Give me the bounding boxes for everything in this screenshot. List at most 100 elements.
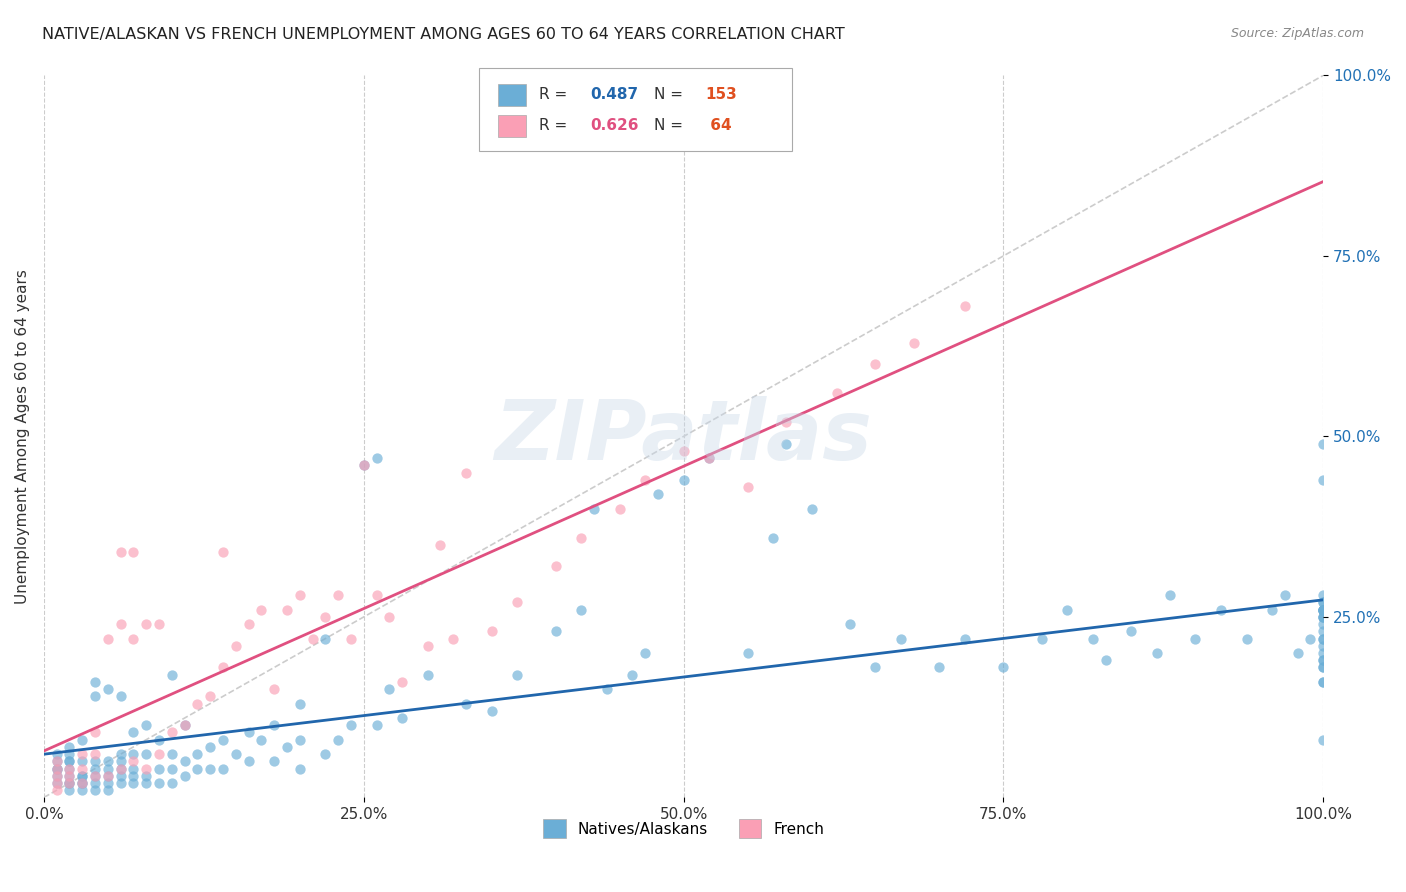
Point	[353, 458, 375, 473]
Point	[953, 300, 976, 314]
Point	[84, 725, 107, 739]
Point	[569, 603, 592, 617]
Point	[481, 624, 503, 639]
Point	[697, 451, 720, 466]
Point	[135, 617, 157, 632]
Point	[72, 755, 94, 769]
Point	[97, 783, 120, 797]
Point	[72, 769, 94, 783]
Point	[276, 739, 298, 754]
Point	[135, 776, 157, 790]
Point	[865, 660, 887, 674]
Text: N =: N =	[654, 119, 688, 134]
Point	[1146, 646, 1168, 660]
FancyBboxPatch shape	[498, 84, 526, 106]
Point	[122, 545, 145, 559]
Point	[238, 725, 260, 739]
Point	[1081, 632, 1104, 646]
Point	[353, 458, 375, 473]
Point	[173, 769, 195, 783]
Point	[72, 776, 94, 790]
Point	[45, 783, 67, 797]
Point	[160, 762, 183, 776]
Point	[200, 739, 222, 754]
Point	[200, 762, 222, 776]
Point	[45, 755, 67, 769]
Point	[148, 776, 170, 790]
Point	[135, 718, 157, 732]
Point	[1312, 436, 1334, 450]
Point	[301, 632, 323, 646]
Point	[1209, 603, 1232, 617]
Point	[890, 632, 912, 646]
Point	[609, 501, 631, 516]
Point	[58, 776, 80, 790]
Point	[378, 610, 401, 624]
Point	[45, 762, 67, 776]
Point	[45, 769, 67, 783]
Point	[672, 473, 695, 487]
Point	[928, 660, 950, 674]
Point	[1312, 632, 1334, 646]
Point	[58, 762, 80, 776]
Point	[1094, 653, 1116, 667]
Point	[314, 747, 336, 761]
Point	[263, 718, 285, 732]
Point	[225, 639, 247, 653]
Point	[825, 386, 848, 401]
Point	[366, 588, 388, 602]
Point	[212, 762, 235, 776]
Point	[314, 632, 336, 646]
Point	[775, 436, 797, 450]
Point	[1312, 646, 1334, 660]
Point	[1312, 632, 1334, 646]
Point	[84, 674, 107, 689]
Point	[1312, 674, 1334, 689]
Point	[200, 690, 222, 704]
Point	[1312, 653, 1334, 667]
Point	[84, 690, 107, 704]
Point	[1312, 653, 1334, 667]
Point	[186, 747, 208, 761]
Point	[429, 538, 451, 552]
Point	[1236, 632, 1258, 646]
Point	[45, 762, 67, 776]
Point	[148, 617, 170, 632]
Point	[737, 480, 759, 494]
Point	[135, 747, 157, 761]
Point	[110, 776, 132, 790]
Point	[1286, 646, 1309, 660]
Point	[72, 732, 94, 747]
Point	[1312, 639, 1334, 653]
Point	[1274, 588, 1296, 602]
Point	[544, 624, 567, 639]
Point	[288, 732, 311, 747]
Point	[288, 762, 311, 776]
Point	[58, 769, 80, 783]
Text: NATIVE/ALASKAN VS FRENCH UNEMPLOYMENT AMONG AGES 60 TO 64 YEARS CORRELATION CHAR: NATIVE/ALASKAN VS FRENCH UNEMPLOYMENT AM…	[42, 27, 845, 42]
Point	[110, 769, 132, 783]
Text: 64: 64	[706, 119, 733, 134]
Point	[58, 769, 80, 783]
Point	[58, 755, 80, 769]
Point	[366, 451, 388, 466]
Point	[1312, 610, 1334, 624]
Point	[212, 732, 235, 747]
Point	[186, 762, 208, 776]
FancyBboxPatch shape	[479, 68, 793, 152]
Point	[160, 776, 183, 790]
Point	[250, 603, 273, 617]
Point	[122, 747, 145, 761]
Point	[328, 588, 350, 602]
Point	[97, 632, 120, 646]
Point	[97, 682, 120, 697]
Point	[72, 747, 94, 761]
Point	[1312, 595, 1334, 609]
Point	[416, 667, 439, 681]
Point	[544, 559, 567, 574]
Point	[596, 682, 619, 697]
Point	[1312, 660, 1334, 674]
Point	[110, 762, 132, 776]
Point	[212, 545, 235, 559]
Point	[481, 704, 503, 718]
